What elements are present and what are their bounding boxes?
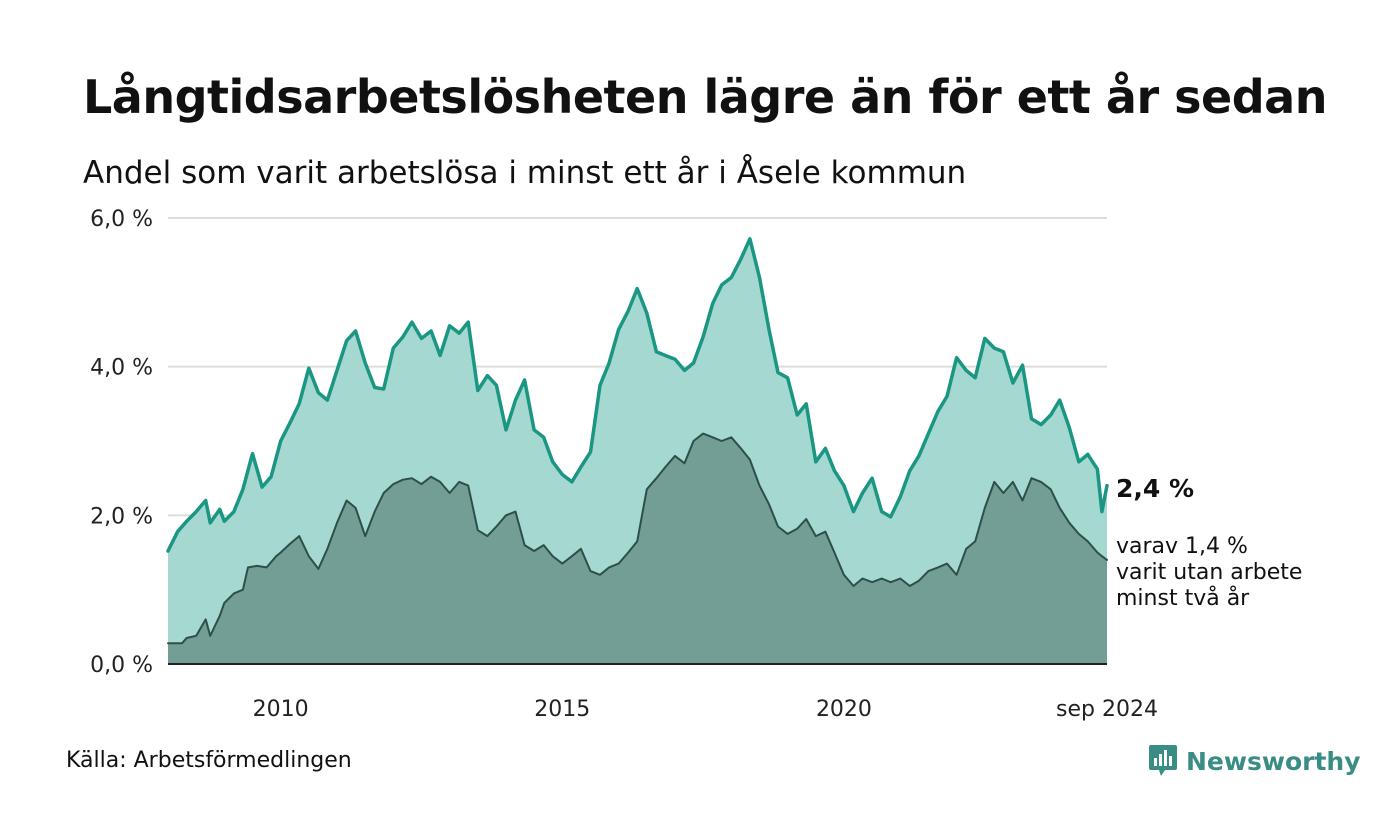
series-line-1 <box>166 237 1109 553</box>
y-tick-label: 2,0 % <box>90 504 153 529</box>
x-tick-label: 2010 <box>253 697 309 722</box>
source-note: Källa: Arbetsförmedlingen <box>66 748 352 773</box>
newsworthy-logo-icon <box>1149 745 1177 776</box>
y-tick-label: 6,0 % <box>90 207 153 232</box>
note-line: minst två år <box>1116 585 1250 611</box>
x-tick-label: 2020 <box>816 697 872 722</box>
y-tick-label: 0,0 % <box>90 653 153 678</box>
chart-subtitle: Andel som varit arbetslösa i minst ett å… <box>83 155 967 191</box>
note-line: varit utan arbete <box>1116 560 1302 585</box>
x-tick-label: 2015 <box>534 697 590 722</box>
chart-title: Långtidsarbetslösheten lägre än för ett … <box>83 70 1327 124</box>
series-line-2 <box>167 432 1108 645</box>
brand-logo[interactable]: Newsworthy <box>1148 744 1361 778</box>
latest-value-label: 2,4 % <box>1116 474 1194 503</box>
series-area-2 <box>168 433 1107 664</box>
brand-name: Newsworthy <box>1186 746 1361 776</box>
x-tick-label: sep 2024 <box>1056 697 1158 722</box>
y-tick-label: 4,0 % <box>90 356 153 381</box>
axes: 0,0 % 2,0 % 4,0 % 6,0 % 2010 2015 2020 sep 2024 <box>90 207 1158 722</box>
note-line: varav 1,4 % <box>1116 534 1248 559</box>
chart-areas <box>166 237 1109 665</box>
